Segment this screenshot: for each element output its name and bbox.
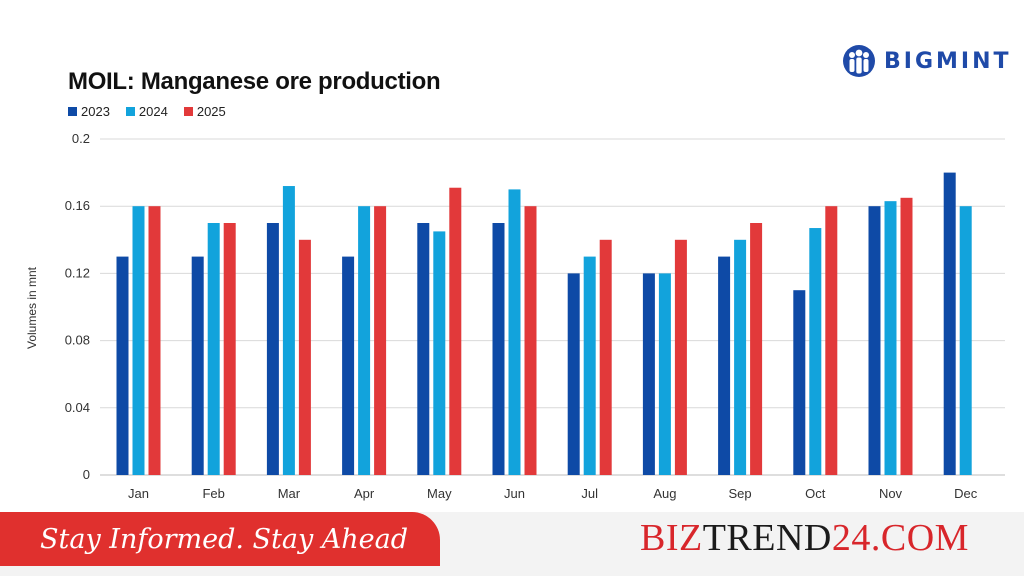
y-tick-label: 0.2 <box>72 131 90 146</box>
bar-2023-feb <box>191 256 204 475</box>
bar-2025-nov <box>900 197 913 476</box>
bar-2025-jul <box>599 239 612 475</box>
bar-2024-jan <box>132 206 145 475</box>
x-tick-label: Dec <box>954 486 978 501</box>
bars-layer <box>116 172 972 476</box>
bar-2025-may <box>449 187 462 475</box>
bar-2025-mar <box>298 239 311 475</box>
brand-name: BIGMINT <box>884 48 1012 74</box>
bar-2025-jun <box>524 206 537 475</box>
x-tick-label: Mar <box>278 486 301 501</box>
bar-2023-nov <box>868 206 881 475</box>
bar-2024-sep <box>734 239 747 475</box>
x-tick-label: Jan <box>128 486 149 501</box>
legend-label-2024: 2024 <box>138 104 168 119</box>
bar-2024-mar <box>282 186 295 476</box>
legend-item-2023: 2023 <box>68 104 110 119</box>
brand-logo: BIGMINT <box>842 44 1012 78</box>
x-tick-label: Nov <box>879 486 903 501</box>
legend-label-2023: 2023 <box>81 104 110 119</box>
x-tick-label: Feb <box>202 486 224 501</box>
bar-2023-aug <box>642 273 655 475</box>
x-tick-label: Jun <box>504 486 525 501</box>
x-tick-label: Oct <box>805 486 826 501</box>
bar-2024-apr <box>358 206 371 475</box>
legend-item-2024: 2024 <box>125 104 168 119</box>
bar-2023-apr <box>342 256 355 475</box>
footer-site-link[interactable]: BIZTREND24.COM <box>640 516 969 560</box>
y-tick-label: 0.04 <box>65 400 90 415</box>
bar-2025-sep <box>750 223 763 475</box>
bar-2025-feb <box>223 223 236 475</box>
site-part-1: BIZ <box>640 517 703 559</box>
labels-layer: 0 0.04 0.08 0.12 0.16 0.2 Jan Feb Mar Apr May Jun Ju… <box>65 131 978 501</box>
bar-2024-jul <box>583 256 596 475</box>
x-tick-label: Apr <box>354 486 375 501</box>
site-part-2: TREND <box>702 517 832 559</box>
chart-legend: 2023 2024 2025 <box>68 104 226 119</box>
bar-2023-oct <box>793 290 806 475</box>
x-tick-label: Jul <box>581 486 598 501</box>
x-tick-label: May <box>427 486 452 501</box>
bar-2024-may <box>433 231 446 475</box>
bar-2024-aug <box>658 273 671 475</box>
footer-tagline: Stay Informed. Stay Ahead <box>40 523 409 555</box>
bar-2023-sep <box>718 256 731 475</box>
people-group-icon <box>843 45 875 77</box>
legend-swatch-2023 <box>68 107 77 116</box>
x-tick-label: Aug <box>653 486 676 501</box>
bar-2025-jan <box>148 206 161 475</box>
bar-2023-mar <box>266 223 279 475</box>
bar-2024-nov <box>884 201 897 475</box>
grid-layer <box>100 138 1005 476</box>
bar-2025-apr <box>374 206 387 475</box>
legend-swatch-2024 <box>125 107 135 116</box>
site-part-3: 24.COM <box>831 517 969 559</box>
bar-2023-jun <box>492 223 505 475</box>
bar-2024-oct <box>809 228 822 475</box>
bar-2025-aug <box>674 239 687 475</box>
bar-2023-may <box>417 223 430 475</box>
bar-2023-dec <box>943 172 956 475</box>
bar-2023-jul <box>567 273 580 475</box>
legend-item-2025: 2025 <box>183 104 226 119</box>
bar-2023-jan <box>116 256 129 475</box>
y-tick-label: 0.12 <box>65 265 90 280</box>
bar-2024-feb <box>207 223 220 475</box>
y-tick-label: 0.16 <box>65 198 90 213</box>
y-tick-label: 0 <box>83 467 90 482</box>
chart-title: MOIL: Manganese ore production <box>68 68 441 95</box>
legend-swatch-2025 <box>183 107 193 116</box>
footer-tagline-banner: Stay Informed. Stay Ahead <box>0 512 440 566</box>
bar-2024-jun <box>508 189 521 475</box>
legend-label-2025: 2025 <box>196 104 226 119</box>
y-tick-label: 0.08 <box>65 333 90 348</box>
x-tick-label: Sep <box>729 486 752 501</box>
bar-2025-oct <box>825 206 838 475</box>
bar-2024-dec <box>959 206 972 475</box>
bar-chart: 0 0.04 0.08 0.12 0.16 0.2 Jan Feb Mar Apr May Jun Ju… <box>25 131 1005 501</box>
y-axis-label: Volumes in mnt <box>25 266 39 349</box>
